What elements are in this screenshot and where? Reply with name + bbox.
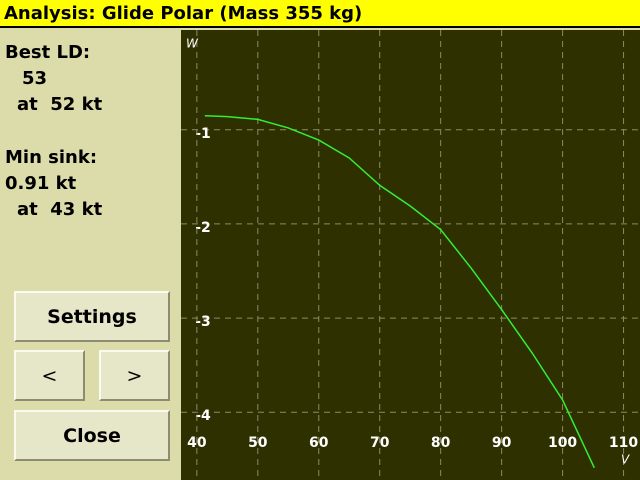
prev-button[interactable]: < (14, 350, 85, 401)
x-tick-label: 50 (248, 435, 268, 451)
y-axis-label: W (186, 37, 199, 51)
x-tick-label: 100 (548, 435, 577, 451)
chart: -4 -3 -2 -1 40 50 60 70 80 90 100 110 W V (181, 30, 640, 480)
settings-button[interactable]: Settings (14, 291, 170, 342)
y-tick-label: -2 (195, 220, 211, 236)
x-tick-label: 90 (492, 435, 512, 451)
label: Best LD: (5, 42, 91, 63)
x-tick-label: 70 (370, 435, 390, 451)
x-tick-label: 80 (431, 435, 451, 451)
y-tick-label: -1 (195, 126, 211, 142)
y-tick-label: -4 (195, 408, 211, 424)
x-tick-label: 40 (187, 435, 207, 451)
next-button[interactable]: > (99, 350, 170, 401)
x-tick-label: 110 (609, 435, 638, 451)
value: at 43 kt (17, 199, 103, 220)
x-tick-label: 60 (309, 435, 329, 451)
close-button[interactable]: Close (14, 410, 170, 461)
value: 0.91 kt (5, 173, 77, 194)
polar-curve (204, 114, 595, 469)
title-bar: Analysis: Glide Polar (Mass 355 kg) (0, 0, 640, 28)
label: Min sink: (5, 147, 98, 168)
value: 53 (22, 68, 48, 89)
y-tick-label: -3 (195, 314, 211, 330)
x-axis-label: V (621, 453, 630, 467)
value: at 52 kt (17, 94, 103, 115)
